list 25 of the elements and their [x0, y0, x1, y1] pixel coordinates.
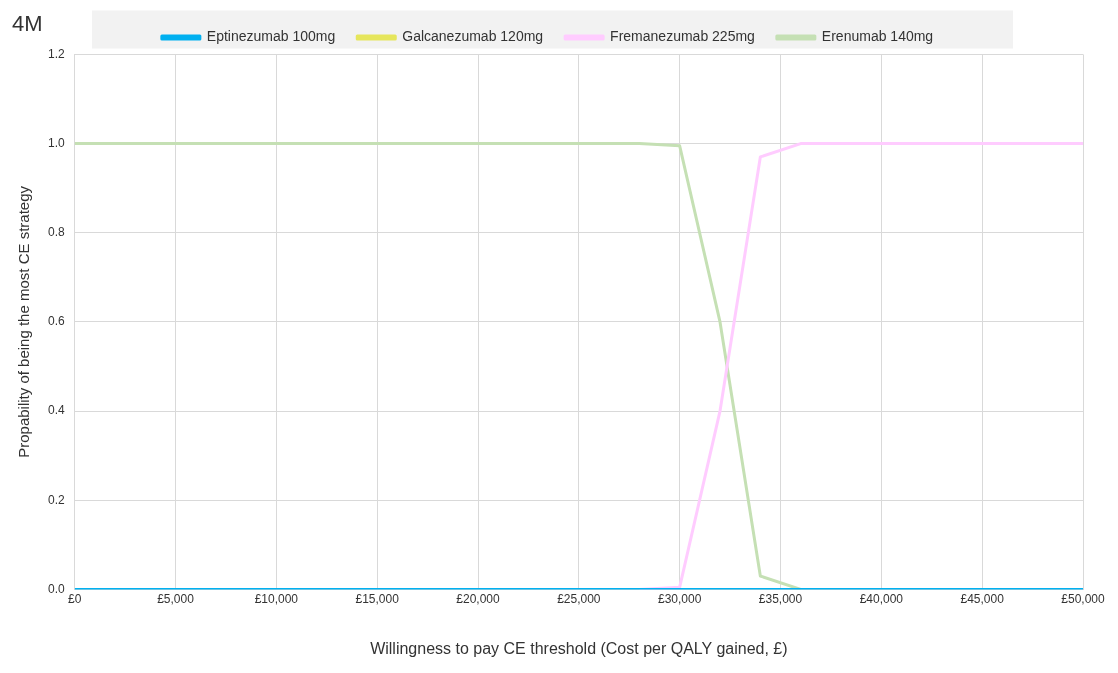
y-tick-label: 0.2	[47, 492, 65, 507]
x-tick-label: £15,000	[355, 591, 400, 606]
x-tick-label: £20,000	[456, 591, 501, 606]
y-axis-title: Propability of being the most CE strategy	[15, 185, 33, 458]
y-tick-label: 0.0	[47, 581, 65, 596]
x-tick-label: £10,000	[254, 591, 299, 606]
x-tick-label: £25,000	[557, 591, 601, 606]
y-tick-label: 0.4	[47, 403, 65, 418]
x-tick-label: £45,000	[960, 591, 1005, 606]
x-axis-title: Willingness to pay CE threshold (Cost per QALY gained, £)	[370, 639, 788, 657]
y-tick-label: 1.0	[47, 135, 65, 150]
x-tick-label: £50,000	[1061, 591, 1106, 606]
y-tick-label: 1.2	[47, 46, 65, 61]
y-tick-label: 0.6	[47, 314, 65, 329]
x-tick-label: £30,000	[657, 591, 702, 606]
chart-title: 4M	[12, 11, 43, 37]
legend-label: Galcanezumab 120mg	[402, 28, 544, 45]
legend-label: Erenumab 140mg	[821, 28, 934, 45]
legend-label: Fremanezumab 225mg	[610, 28, 755, 45]
legend-label: Eptinezumab 100mg	[206, 28, 336, 45]
x-tick-label: £5,000	[157, 591, 195, 606]
y-tick-label: 0.8	[47, 225, 65, 240]
x-tick-label: £35,000	[758, 591, 803, 606]
x-tick-label: £40,000	[859, 591, 904, 606]
x-tick-label: £0	[68, 591, 82, 606]
